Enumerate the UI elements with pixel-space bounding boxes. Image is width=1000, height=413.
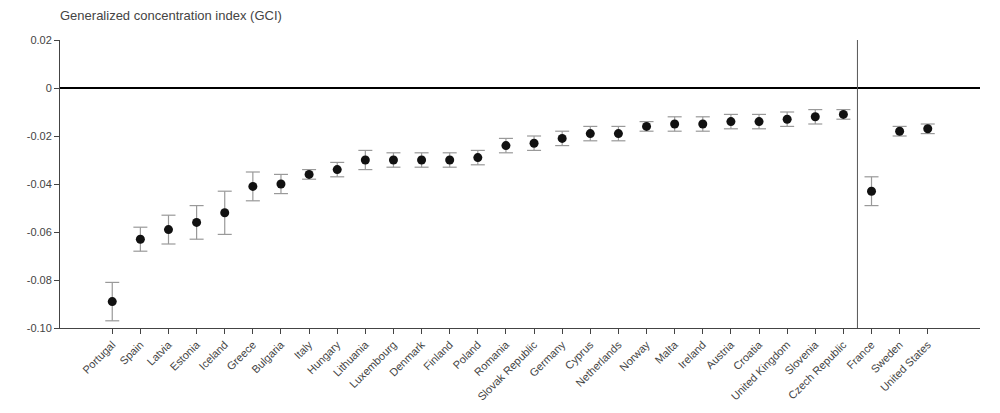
svg-text:-0.04: -0.04 xyxy=(27,178,52,190)
svg-text:Romania: Romania xyxy=(472,338,512,378)
svg-text:Finland: Finland xyxy=(421,339,455,373)
svg-text:Croatia: Croatia xyxy=(731,338,765,372)
svg-text:France: France xyxy=(844,339,877,372)
svg-text:0.02: 0.02 xyxy=(30,34,51,46)
svg-text:United Kingdom: United Kingdom xyxy=(729,339,793,403)
svg-text:Estonia: Estonia xyxy=(167,338,202,373)
svg-text:Greece: Greece xyxy=(224,339,258,373)
svg-text:-0.08: -0.08 xyxy=(27,274,52,286)
svg-text:Sweden: Sweden xyxy=(868,339,905,376)
svg-text:Latvia: Latvia xyxy=(145,338,175,368)
svg-text:Czech Republic: Czech Republic xyxy=(786,338,849,401)
svg-text:Portugal: Portugal xyxy=(80,339,117,376)
svg-text:Generalized concentration inde: Generalized concentration index (GCI) xyxy=(60,8,282,23)
svg-text:Austria: Austria xyxy=(704,338,737,371)
svg-text:Germany: Germany xyxy=(527,338,568,379)
svg-text:Iceland: Iceland xyxy=(196,339,230,373)
svg-text:Spain: Spain xyxy=(117,339,145,367)
svg-text:-0.02: -0.02 xyxy=(27,130,52,142)
svg-text:Ireland: Ireland xyxy=(676,339,708,371)
svg-text:Cyprus: Cyprus xyxy=(562,338,595,371)
svg-text:0: 0 xyxy=(46,82,52,94)
svg-text:Hungary: Hungary xyxy=(305,338,343,376)
svg-text:Luxembourg: Luxembourg xyxy=(347,339,399,391)
svg-text:-0.06: -0.06 xyxy=(27,226,52,238)
svg-text:Malta: Malta xyxy=(652,338,680,366)
svg-text:Norway: Norway xyxy=(617,338,652,373)
svg-text:Slovenia: Slovenia xyxy=(782,338,821,377)
svg-text:Poland: Poland xyxy=(450,339,483,372)
svg-text:Lithuania: Lithuania xyxy=(331,338,372,379)
svg-text:United States: United States xyxy=(878,338,934,394)
svg-text:-0.10: -0.10 xyxy=(27,322,52,334)
svg-text:Denmark: Denmark xyxy=(387,338,427,378)
svg-text:Slovak Republic: Slovak Republic xyxy=(475,338,540,403)
svg-text:Bulgaria: Bulgaria xyxy=(249,338,287,376)
svg-text:Netherlands: Netherlands xyxy=(573,338,624,389)
svg-text:Italy: Italy xyxy=(292,338,315,361)
